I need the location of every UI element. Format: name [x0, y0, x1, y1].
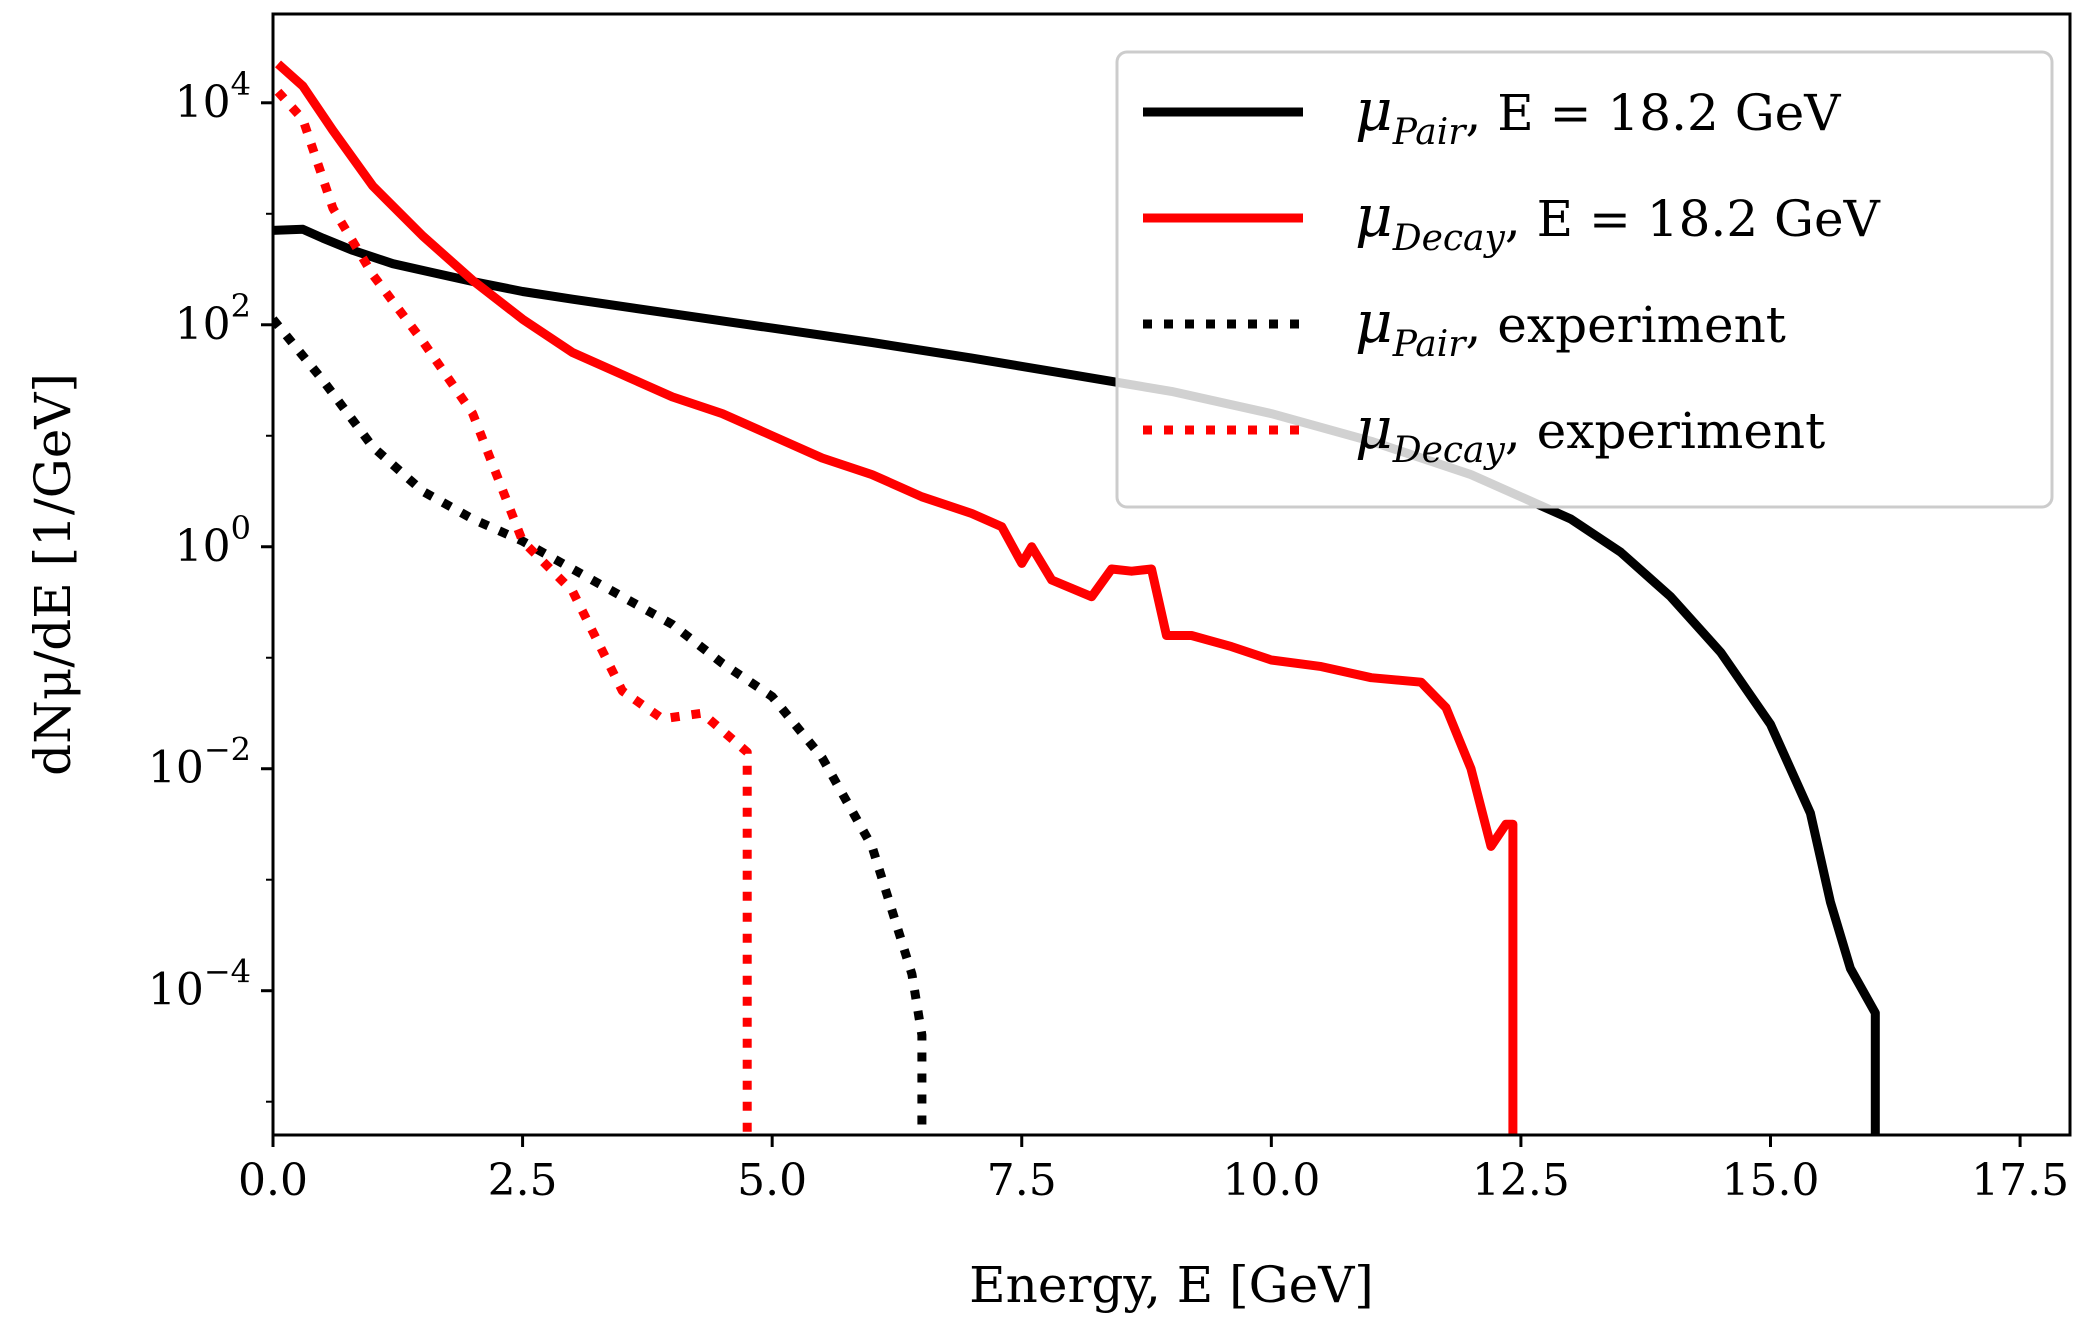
y-tick-label: 10−4: [148, 953, 251, 1016]
y-axis-label: dNμ/dE [1/GeV]: [24, 373, 82, 776]
x-axis-label: Energy, E [GeV]: [969, 1256, 1374, 1314]
legend-label: μDecay, E = 18.2 GeV: [1355, 182, 1881, 259]
y-tick-label: 104: [175, 65, 251, 128]
x-tick-label: 17.5: [1971, 1155, 2069, 1206]
legend-label: μDecay, experiment: [1355, 394, 1825, 471]
x-tick-label: 2.5: [488, 1155, 558, 1206]
x-tick-label: 5.0: [737, 1155, 807, 1206]
x-axis: 0.0 2.5 5.0 7.5 10.0 12.5 15.0 17.5: [238, 1135, 2069, 1206]
y-tick-label: 10−2: [148, 731, 251, 794]
x-tick-label: 0.0: [238, 1155, 308, 1206]
legend-label: μPair, E = 18.2 GeV: [1355, 76, 1841, 153]
x-tick-label: 7.5: [987, 1155, 1057, 1206]
y-axis: 104 102 100 10−2 10−4: [148, 65, 273, 1103]
x-tick-label: 15.0: [1722, 1155, 1820, 1206]
series-line-3: [273, 316, 927, 1135]
legend: μPair, E = 18.2 GeV μDecay, E = 18.2 GeV μ…: [1115, 50, 2054, 509]
series-line-2: [275, 60, 1518, 1135]
plot-frame: [271, 12, 2072, 1137]
series-line-4: [274, 88, 752, 1135]
legend-label: μPair, experiment: [1355, 288, 1786, 365]
legend-box: [1115, 50, 2054, 509]
x-tick-label: 10.0: [1222, 1155, 1320, 1206]
y-tick-label: 100: [175, 509, 251, 572]
y-tick-label: 102: [175, 287, 251, 350]
x-tick-label: 12.5: [1472, 1155, 1570, 1206]
